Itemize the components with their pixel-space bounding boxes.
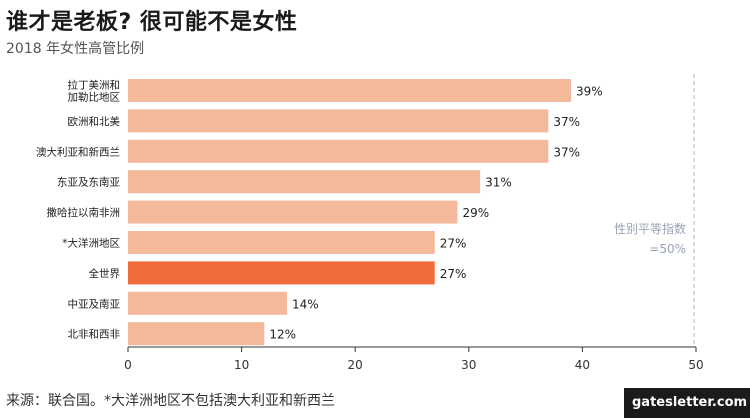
x-tick-label: 20 bbox=[348, 358, 363, 372]
watermark-badge: gatesletter.com bbox=[624, 388, 750, 418]
category-label: 撒哈拉以南非洲 bbox=[47, 206, 121, 219]
category-label: 东亚及东南亚 bbox=[57, 176, 120, 189]
x-tick-label: 40 bbox=[575, 358, 590, 372]
x-tick-label: 50 bbox=[688, 358, 703, 372]
value-label: 29% bbox=[462, 206, 489, 220]
bar bbox=[128, 291, 288, 315]
category-label: 北非和西非 bbox=[68, 329, 121, 341]
bar bbox=[128, 261, 435, 285]
bars-layer bbox=[128, 79, 572, 346]
value-label: 27% bbox=[440, 237, 467, 251]
x-tick-label: 10 bbox=[234, 358, 249, 372]
value-labels: 39% 37% 37% 31% 29% 27% 27% 14% 12% bbox=[269, 85, 602, 342]
category-label: 全世界 bbox=[89, 267, 121, 280]
bar bbox=[128, 170, 481, 194]
value-label: 37% bbox=[553, 145, 580, 159]
chart-subtitle: 2018 年女性高管比例 bbox=[6, 41, 145, 57]
category-label: 澳大利亚和新西兰 bbox=[36, 145, 120, 158]
bar bbox=[128, 109, 549, 133]
bar bbox=[128, 322, 265, 346]
value-label: 12% bbox=[269, 328, 296, 342]
category-label: 拉丁美洲和 bbox=[68, 79, 121, 92]
source-note: 来源：联合国。*大洋洲地区不包括澳大利亚和新西兰 bbox=[6, 393, 335, 409]
bar bbox=[128, 231, 435, 254]
x-tick-label: 30 bbox=[461, 358, 476, 372]
value-label: 37% bbox=[553, 115, 580, 129]
value-label: 31% bbox=[485, 176, 512, 190]
category-label: 欧洲和北美 bbox=[68, 115, 121, 128]
category-label: *大洋洲地区 bbox=[62, 237, 120, 250]
value-label: 39% bbox=[576, 85, 603, 99]
value-label: 27% bbox=[440, 267, 467, 281]
parity-reference-label: 性别平等指数 bbox=[614, 221, 686, 236]
bar bbox=[128, 200, 458, 224]
x-axis: 0 10 20 30 40 50 bbox=[124, 346, 704, 372]
chart-title: 谁才是老板? 很可能不是女性 bbox=[6, 10, 298, 35]
category-label: 加勒比地区 bbox=[68, 91, 121, 104]
parity-reference-label: =50% bbox=[649, 242, 686, 256]
bar bbox=[128, 79, 572, 102]
reference-line-group: 性别平等指数 =50% bbox=[614, 74, 695, 347]
bar bbox=[128, 139, 549, 163]
x-tick-label: 0 bbox=[124, 358, 132, 372]
value-label: 14% bbox=[292, 297, 319, 311]
category-label: 中亚及南亚 bbox=[68, 297, 121, 310]
